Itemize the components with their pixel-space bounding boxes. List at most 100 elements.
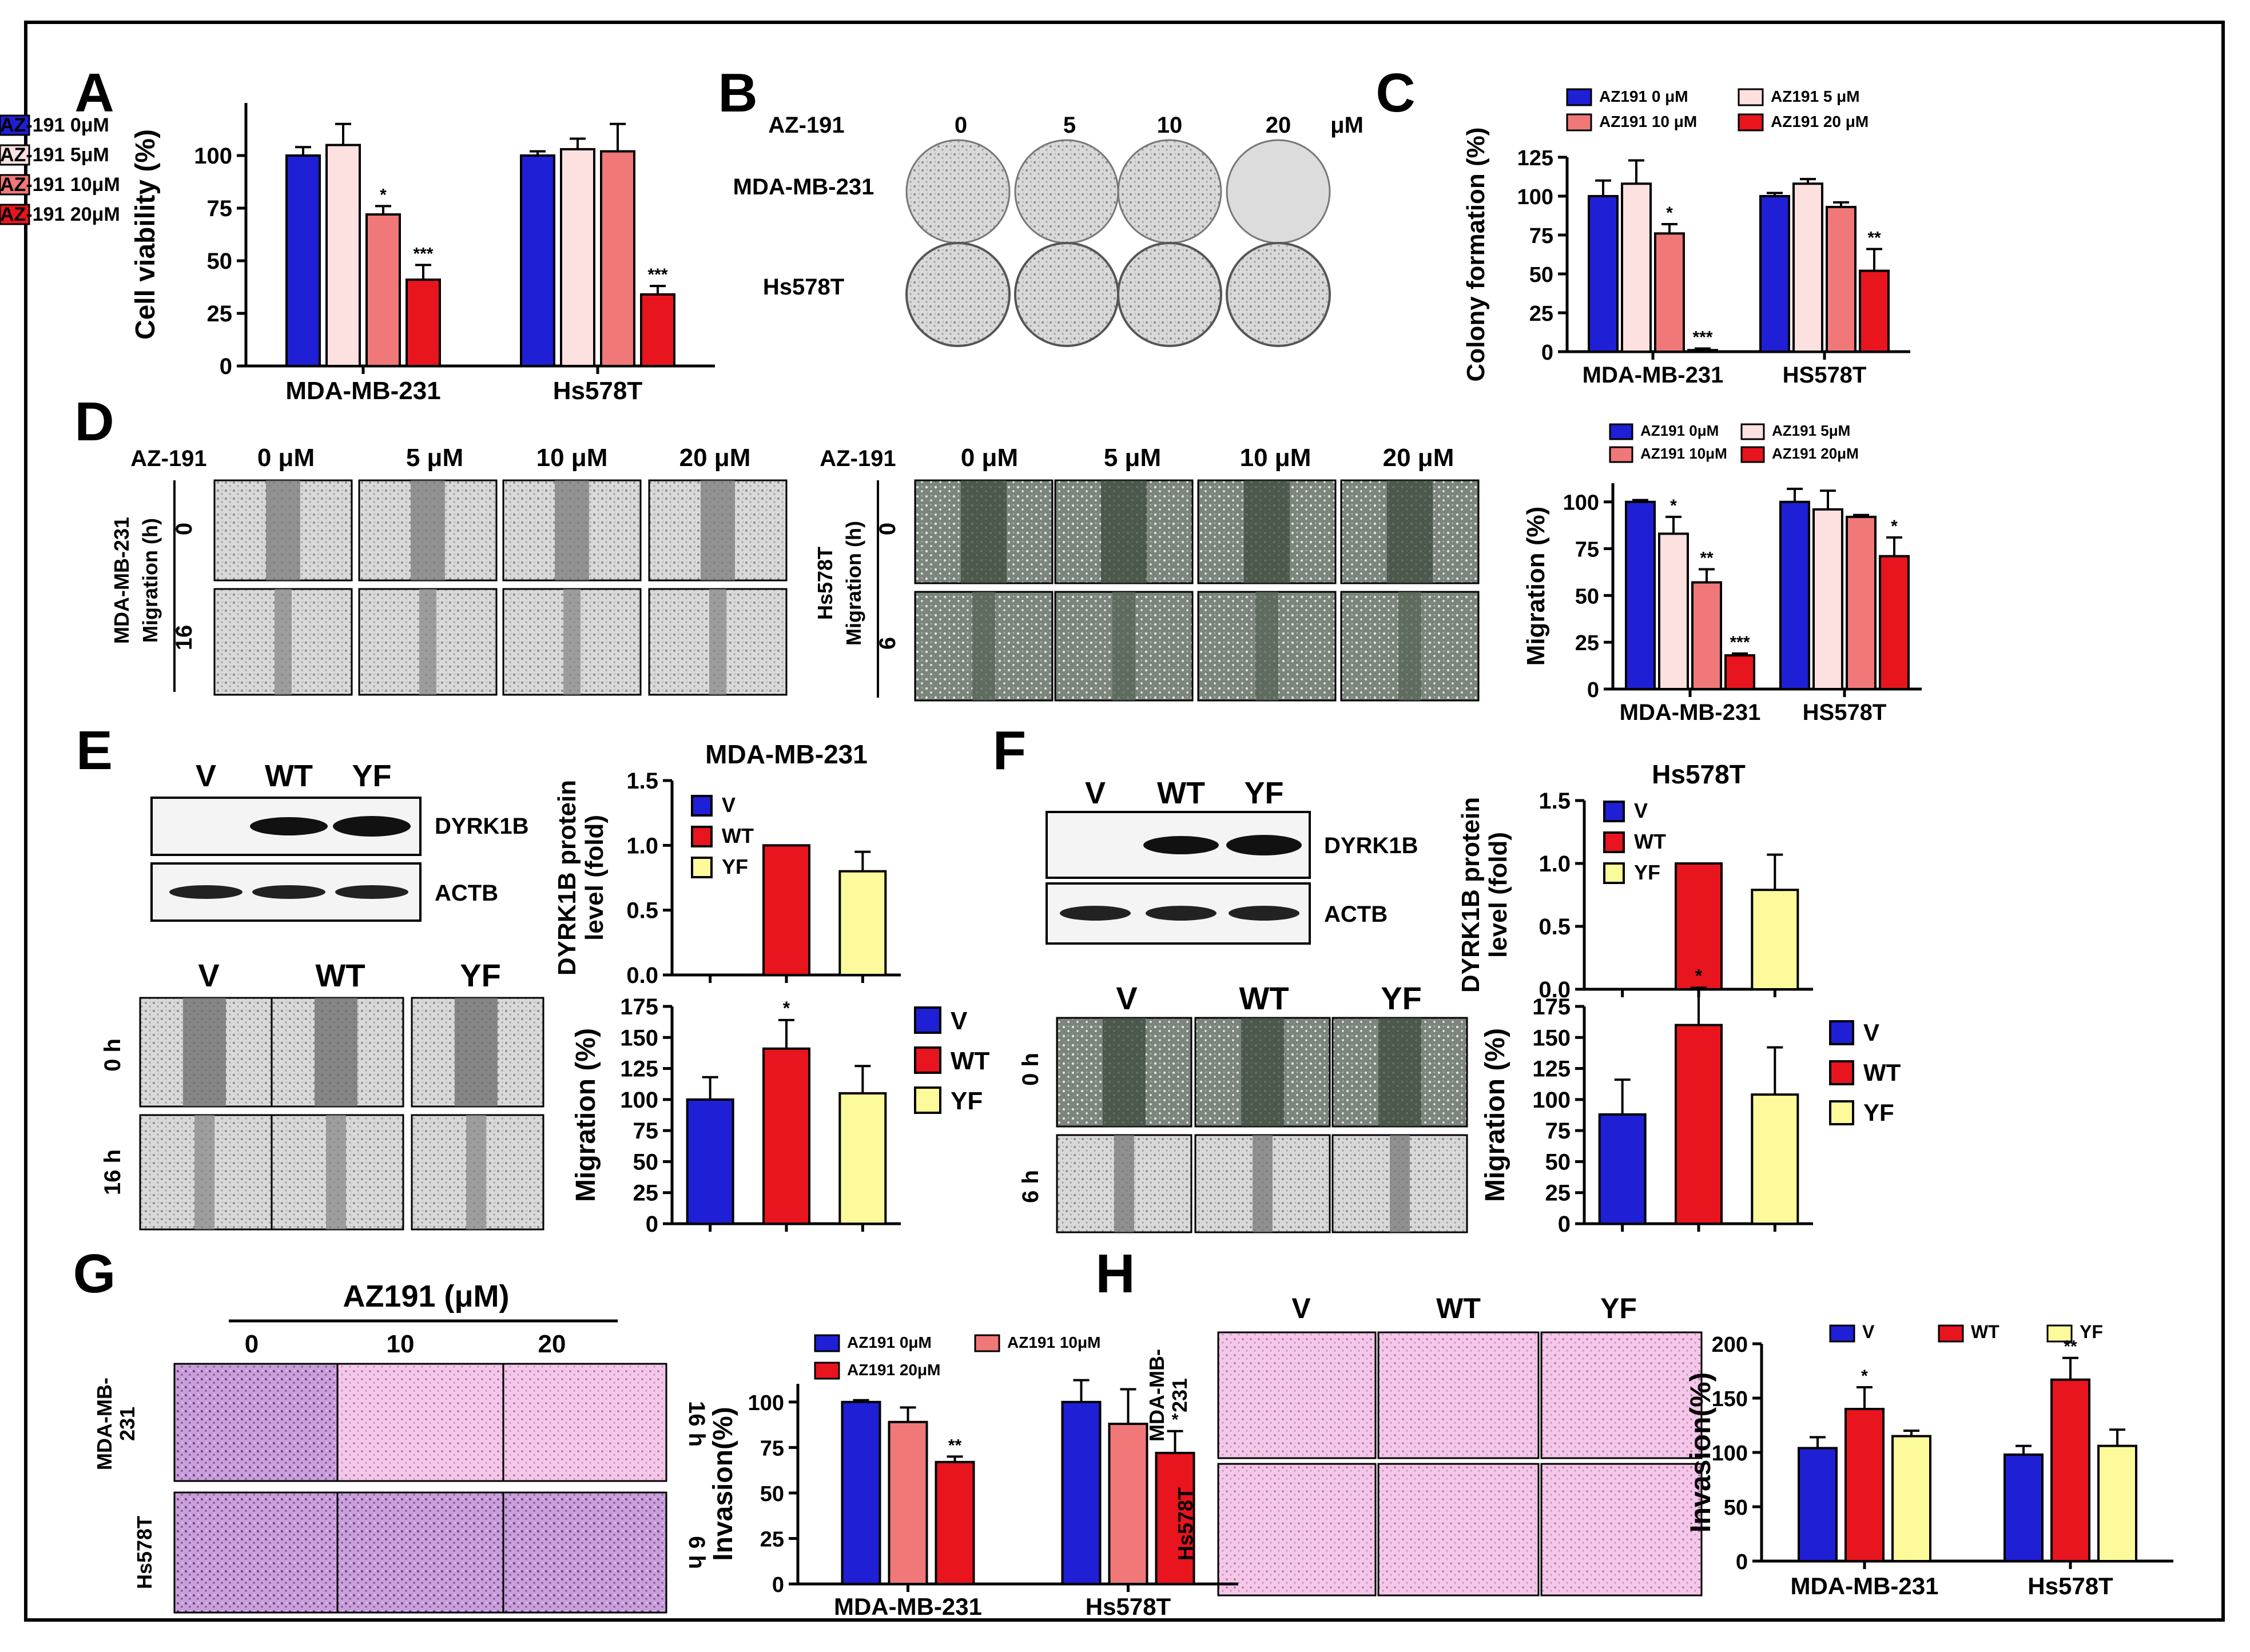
legend-label: YF — [1863, 1099, 1894, 1126]
chart-layer — [0, 88, 2173, 1592]
colony-dish — [1226, 242, 1331, 347]
bar — [1859, 269, 1890, 353]
photo — [1377, 1463, 1540, 1597]
significance-label: * — [1172, 1411, 1179, 1430]
x-tick-label: MDA-MB-231 — [834, 1593, 982, 1620]
panelF-blot-lane: V — [1085, 776, 1106, 810]
legend-swatch — [0, 204, 30, 225]
panelD-right-dose: 10 μM — [1240, 444, 1311, 472]
y-tick-label: 100 — [1712, 1442, 1748, 1466]
panelF-blot-lane: WT — [1157, 776, 1205, 810]
legend-swatch — [1829, 1324, 1855, 1343]
y-axis-label: Cell viability (%) — [130, 129, 161, 340]
panelG-time: 6 h — [684, 1536, 709, 1569]
panelD-left-dose: 5 μM — [406, 444, 463, 472]
bar — [1759, 195, 1790, 353]
panelD-right-treatment: AZ-191 — [820, 446, 896, 471]
y-tick-label: 0 — [220, 354, 232, 379]
wound-gap — [411, 480, 445, 580]
y-tick-label: 125 — [1532, 1057, 1571, 1082]
panelH-column: V — [1291, 1292, 1311, 1324]
bar — [1846, 515, 1877, 691]
legend-label: YF — [951, 1087, 983, 1115]
wound-gap — [466, 1115, 486, 1229]
y-tick-label: 200 — [1712, 1333, 1748, 1357]
wound-gap — [1255, 592, 1278, 700]
bar — [600, 150, 635, 367]
bar — [1792, 182, 1823, 353]
x-tick-label: Hs578T — [553, 377, 643, 405]
panelB-dose: 20 — [1266, 113, 1291, 138]
y-axis-label: Migration (%) — [1522, 507, 1550, 666]
bar — [406, 278, 441, 367]
photo — [1377, 1331, 1540, 1459]
legend-swatch — [914, 1006, 941, 1034]
panelB-treatment: AZ-191 — [768, 113, 844, 138]
bar — [1687, 349, 1718, 353]
panelD-left-time: 0 — [172, 523, 197, 535]
significance-label: * — [1695, 965, 1703, 986]
y-tick-label: 0 — [1736, 1550, 1748, 1574]
blot-band — [1143, 836, 1219, 854]
wound-gap — [419, 589, 436, 695]
y-axis-label: Migration (%) — [571, 1028, 601, 1202]
panelD-left-axis: Migration (h) — [138, 518, 162, 643]
bar — [1654, 232, 1685, 353]
panelD-left-dose: 20 μM — [679, 444, 751, 472]
panelF-wound-time: 6 h — [1018, 1170, 1043, 1203]
wound-gap — [1244, 480, 1290, 583]
y-tick-label: 50 — [1575, 584, 1599, 608]
photo-layer — [139, 139, 1703, 1614]
significance-label: ** — [948, 1436, 962, 1455]
significance-label: * — [1861, 1367, 1868, 1386]
chart-title: MDA-MB-231 — [705, 739, 868, 769]
photo — [1540, 1463, 1703, 1597]
legend-label: YF — [2080, 1321, 2103, 1342]
bar — [1891, 1435, 1931, 1562]
wound-gap — [1390, 1135, 1410, 1232]
x-tick-label: MDA-MB-231 — [1790, 1573, 1938, 1599]
y-tick-label: 150 — [1532, 1025, 1571, 1050]
panel-label-E: E — [76, 720, 113, 781]
y-tick-label: 0 — [772, 1573, 784, 1597]
bar — [1675, 1024, 1723, 1225]
panelE-blot-lane: V — [196, 759, 216, 793]
panelB-row-label: Hs578T — [763, 274, 844, 300]
panelG-row-label: MDA-MB-231 — [93, 1378, 139, 1470]
photo — [502, 1363, 667, 1482]
bar — [1879, 555, 1910, 690]
wound-gap — [701, 480, 735, 580]
chart-title: Hs578T — [1652, 759, 1746, 789]
bar — [888, 1420, 928, 1585]
significance-label: *** — [647, 265, 667, 284]
bar — [841, 1400, 881, 1585]
legend-label: AZ-191 10μM — [0, 174, 120, 196]
y-tick-label: 50 — [1529, 263, 1553, 287]
legend-swatch — [1740, 446, 1765, 463]
y-tick-label: 0.5 — [1539, 914, 1571, 940]
panelB-row-label: MDA-MB-231 — [733, 174, 874, 200]
blot-band — [250, 817, 328, 835]
bar — [285, 154, 321, 367]
panel-label-B: B — [718, 62, 757, 124]
bar — [560, 148, 595, 367]
y-axis-label: DYRK1B proteinlevel (fold) — [1457, 797, 1512, 993]
legend-swatch — [1829, 1020, 1854, 1045]
significance-label: *** — [1730, 633, 1750, 652]
bar — [520, 154, 555, 367]
bar — [1621, 182, 1652, 353]
y-tick-label: 1.0 — [1539, 851, 1571, 877]
legend-swatch — [1603, 801, 1625, 822]
colony-dish — [1014, 139, 1119, 244]
wound-gap — [563, 589, 581, 695]
y-tick-label: 175 — [620, 994, 658, 1020]
y-tick-label: 0.5 — [626, 898, 658, 923]
bar — [2003, 1453, 2044, 1563]
wound-gap — [194, 1115, 214, 1229]
legend-swatch — [914, 1046, 941, 1074]
y-tick-label: 25 — [1545, 1181, 1571, 1206]
legend-swatch — [691, 857, 713, 878]
y-tick-label: 0 — [1558, 1212, 1571, 1237]
wound-gap — [972, 592, 995, 700]
